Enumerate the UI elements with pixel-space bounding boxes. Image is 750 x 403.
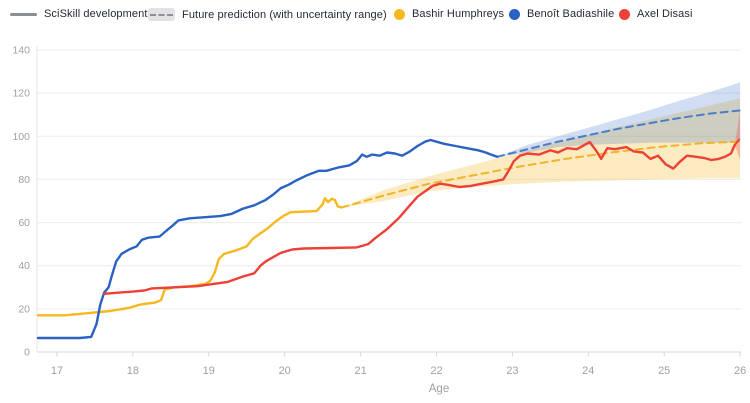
legend-item-sciskill: SciSkill development [10,8,148,20]
y-tick-label-140: 140 [12,45,30,57]
prediction-line-0 [340,140,742,209]
solid-line-swatch [10,12,37,16]
player-color-dot-yellow [394,8,405,20]
x-tick-label-24: 24 [582,365,594,377]
x-tick-label-22: 22 [430,365,442,377]
x-axis-label: Age [429,383,449,395]
sciskill-line-1 [36,138,499,340]
x-tick-label-17: 17 [51,365,63,377]
y-tick-label-40: 40 [18,260,30,272]
uncertainty-band-swatch [148,8,175,21]
legend-item-benoit-badiashile: Benoît Badiashile [509,8,614,20]
legend-item-prediction: Future prediction (with uncertainty rang… [148,8,387,21]
x-tick-label-18: 18 [127,365,139,377]
dashed-line-swatch [150,13,173,16]
uncertainty-band-2 [734,110,741,160]
uncertainty-band-1 [497,82,741,157]
prediction-line-2 [733,137,742,146]
x-tick-label-21: 21 [354,365,366,377]
y-tick-label-60: 60 [18,217,30,229]
legend-label-prediction: Future prediction (with uncertainty rang… [182,8,387,21]
legend-label-bashir-humphreys: Bashir Humphreys [412,8,505,20]
prediction-line-1 [496,109,742,158]
y-tick-label-80: 80 [18,174,30,186]
sciskill-line-2 [102,140,736,295]
legend-label-sciskill: SciSkill development [44,8,148,20]
legend-item-axel-disasi: Axel Disasi [619,8,693,20]
x-tick-label-23: 23 [506,365,518,377]
y-tick-label-120: 120 [12,88,30,100]
y-tick-label-100: 100 [12,131,30,143]
player-color-dot-blue [509,8,520,20]
sciskill-line-0 [36,197,343,317]
legend-label-axel-disasi: Axel Disasi [637,8,693,20]
legend-label-benoit-badiashile: Benoît Badiashile [527,8,615,20]
x-tick-label-26: 26 [734,365,746,377]
x-tick-label-19: 19 [203,365,215,377]
chart-legend: SciSkill development Future prediction (… [0,0,750,28]
player-color-dot-red [619,8,630,20]
y-tick-label-20: 20 [18,303,30,315]
legend-item-bashir-humphreys: Bashir Humphreys [394,8,504,20]
x-tick-label-25: 25 [658,365,670,377]
x-tick-label-20: 20 [279,365,291,377]
y-tick-label-0: 0 [24,347,30,359]
